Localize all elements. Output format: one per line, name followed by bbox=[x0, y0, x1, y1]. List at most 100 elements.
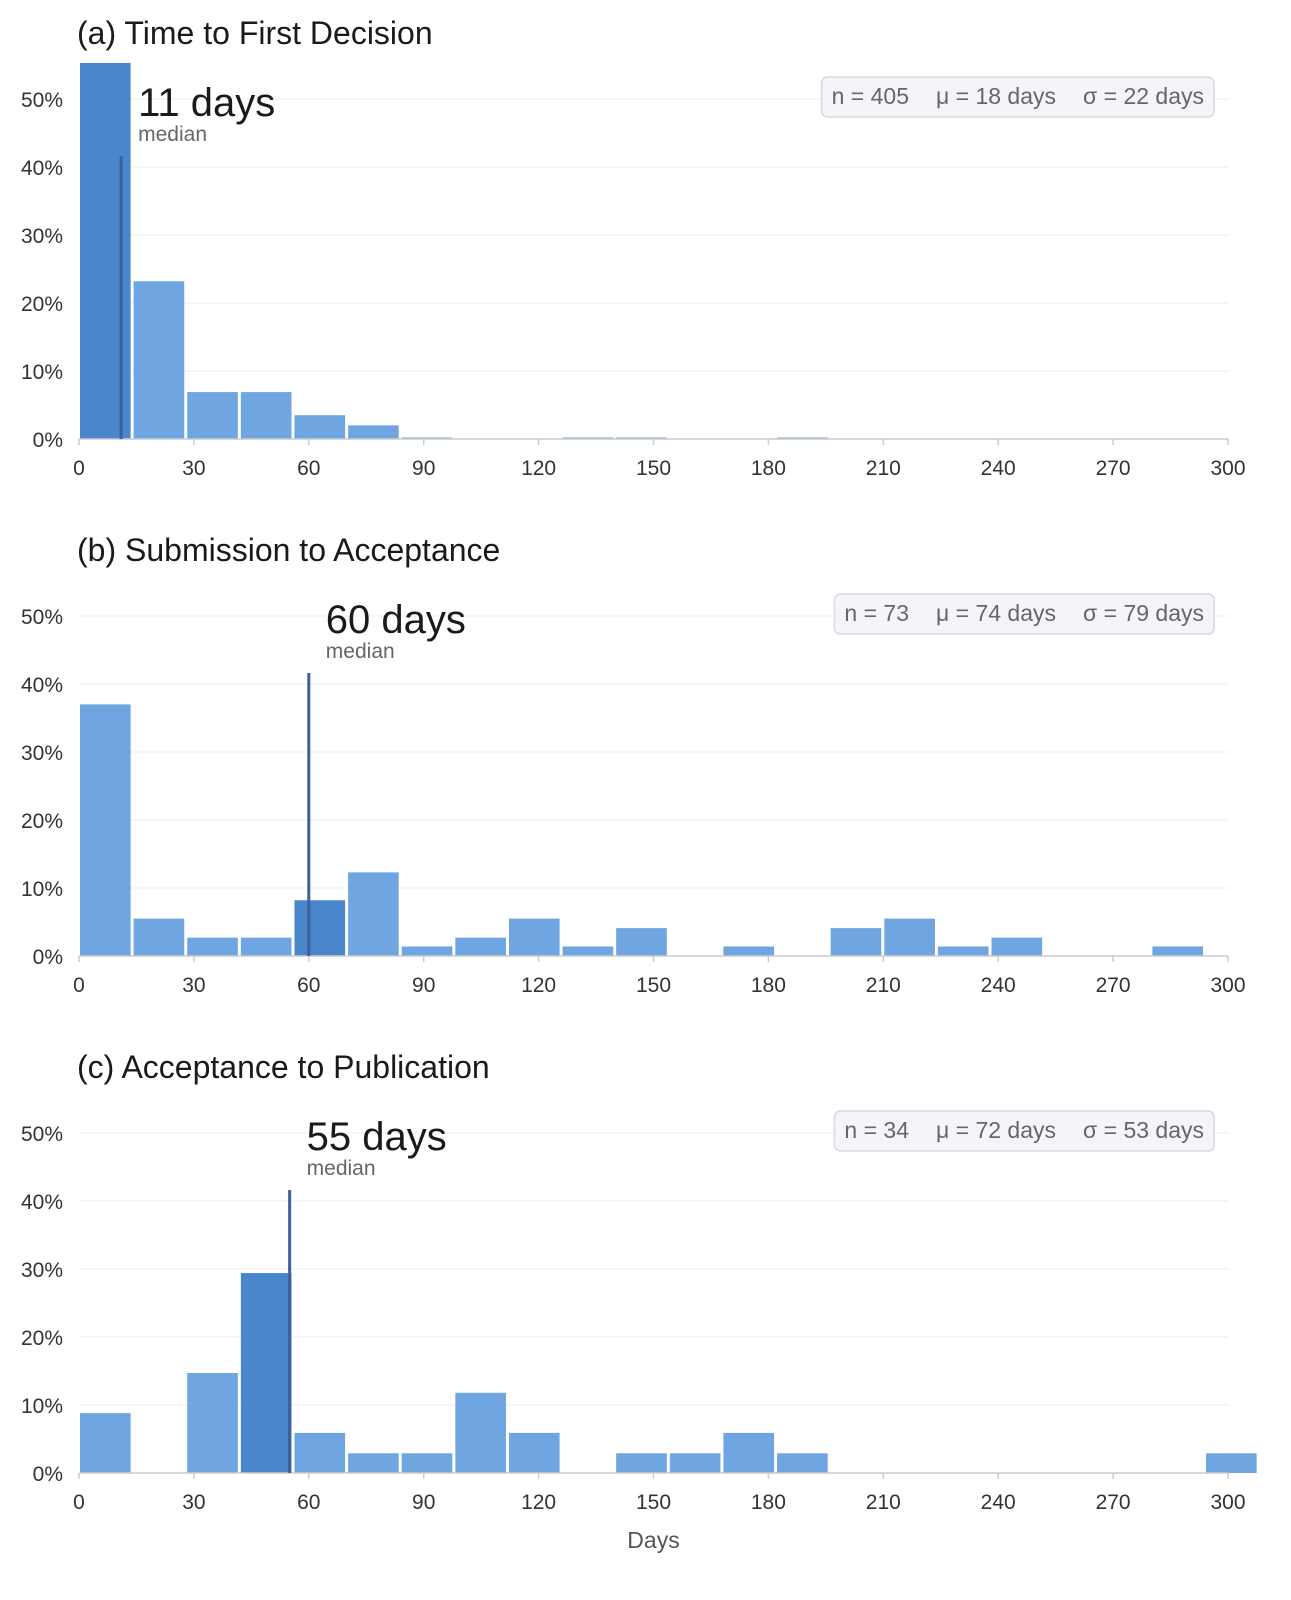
histogram-bar bbox=[80, 62, 131, 440]
stats-box-frame bbox=[833, 593, 1215, 635]
median-value-label: 60 days bbox=[326, 598, 466, 642]
y-tick-label: 20% bbox=[21, 810, 63, 833]
y-tick-label: 40% bbox=[21, 1191, 63, 1214]
stat-sd: σ = 79 days bbox=[1083, 600, 1204, 626]
y-tick-label: 10% bbox=[21, 1395, 63, 1418]
histogram-bar bbox=[294, 1432, 346, 1473]
median-caption: median bbox=[307, 1157, 376, 1180]
panel-title: (b) Submission to Acceptance bbox=[77, 532, 500, 568]
x-tick-label: 60 bbox=[297, 457, 320, 480]
stat-mean: μ = 72 days bbox=[936, 1117, 1056, 1143]
histogram-bar bbox=[937, 946, 989, 956]
histogram-bar bbox=[723, 1432, 775, 1473]
x-tick-label: 0 bbox=[73, 1491, 85, 1514]
stats-box-frame bbox=[820, 76, 1215, 118]
x-tick-label: 150 bbox=[636, 1491, 671, 1514]
x-tick-label: 90 bbox=[412, 457, 435, 480]
x-tick-label: 90 bbox=[412, 974, 435, 997]
stat-n: n = 34 bbox=[844, 1117, 909, 1143]
histogram-bar bbox=[401, 946, 453, 956]
histogram-bar bbox=[187, 392, 238, 439]
stats-box: σ = 53 days μ = 72 days n = 34 bbox=[833, 1110, 1215, 1152]
x-tick-label: 270 bbox=[1096, 974, 1131, 997]
y-tick-label: 30% bbox=[21, 225, 63, 248]
histogram-bar bbox=[240, 392, 292, 439]
x-axis-label: Days bbox=[627, 1527, 679, 1553]
histogram-bar bbox=[133, 918, 185, 956]
panel-b: (b) Submission to Acceptance 0% 10% 20% 30% 4… bbox=[21, 532, 1246, 997]
histogram-bar bbox=[80, 704, 131, 956]
x-tick-label: 270 bbox=[1096, 1491, 1131, 1514]
y-tick-label: 20% bbox=[21, 1327, 63, 1350]
histogram-bar bbox=[455, 1392, 506, 1473]
x-tick-label: 240 bbox=[981, 1491, 1016, 1514]
histogram-bar bbox=[1206, 1453, 1257, 1473]
histogram-bar bbox=[562, 946, 614, 956]
x-tick-label: 270 bbox=[1096, 457, 1131, 480]
x-tick-label: 210 bbox=[866, 974, 901, 997]
y-tick-label: 0% bbox=[33, 946, 63, 969]
histogram-bar bbox=[884, 918, 935, 956]
stat-sd: σ = 53 days bbox=[1083, 1117, 1204, 1143]
histogram-bar bbox=[616, 1453, 667, 1473]
histogram-bar bbox=[777, 1453, 828, 1473]
y-tick-label: 0% bbox=[33, 1463, 63, 1486]
x-tick-label: 150 bbox=[636, 457, 671, 480]
histogram-bar bbox=[348, 872, 399, 956]
histogram-bar bbox=[348, 425, 399, 439]
median-value-label: 11 days bbox=[138, 81, 275, 125]
panel-c: (c) Acceptance to Publication 0% 10% 20% 30%… bbox=[21, 1049, 1257, 1553]
stats-box: σ = 22 days μ = 18 days n = 405 bbox=[820, 76, 1215, 118]
stats-box-frame bbox=[833, 1110, 1215, 1152]
histogram-bar bbox=[294, 900, 346, 956]
x-tick-label: 0 bbox=[73, 457, 85, 480]
x-tick-label: 240 bbox=[981, 974, 1016, 997]
stat-mean: μ = 74 days bbox=[936, 600, 1056, 626]
histogram-bar bbox=[455, 937, 506, 956]
x-tick-label: 210 bbox=[866, 1491, 901, 1514]
x-tick-label: 90 bbox=[412, 1491, 435, 1514]
median-caption: median bbox=[326, 640, 395, 663]
histogram-bar bbox=[830, 928, 882, 956]
x-tick-label: 60 bbox=[297, 1491, 320, 1514]
stat-mean: μ = 18 days bbox=[936, 83, 1056, 109]
histogram-bar bbox=[669, 1453, 721, 1473]
x-tick-label: 300 bbox=[1210, 974, 1245, 997]
stat-sd: σ = 22 days bbox=[1083, 83, 1204, 109]
histogram-bar bbox=[133, 281, 185, 439]
panel-title: (c) Acceptance to Publication bbox=[77, 1049, 490, 1085]
y-tick-label: 50% bbox=[21, 89, 63, 112]
panel-a: (a) Time to First Decision 0% 10% 20% 30% 40%… bbox=[21, 15, 1246, 480]
y-tick-label: 30% bbox=[21, 1259, 63, 1282]
median-value-label: 55 days bbox=[307, 1115, 447, 1159]
histogram-bar bbox=[240, 937, 292, 956]
x-tick-label: 210 bbox=[866, 457, 901, 480]
x-tick-label: 30 bbox=[182, 1491, 205, 1514]
y-tick-label: 30% bbox=[21, 742, 63, 765]
y-tick-label: 20% bbox=[21, 293, 63, 316]
x-tick-label: 120 bbox=[521, 457, 556, 480]
x-tick-label: 120 bbox=[521, 1491, 556, 1514]
x-tick-label: 0 bbox=[73, 974, 85, 997]
histogram-bar bbox=[348, 1453, 399, 1473]
x-tick-label: 300 bbox=[1210, 1491, 1245, 1514]
median-caption: median bbox=[138, 123, 207, 146]
histogram-bar bbox=[508, 1432, 560, 1473]
x-tick-label: 180 bbox=[751, 457, 786, 480]
histogram-bar bbox=[991, 937, 1043, 956]
x-tick-label: 180 bbox=[751, 1491, 786, 1514]
x-tick-label: 180 bbox=[751, 974, 786, 997]
y-tick-label: 40% bbox=[21, 157, 63, 180]
y-tick-label: 10% bbox=[21, 361, 63, 384]
histogram-bar bbox=[508, 918, 560, 956]
histogram-bar bbox=[80, 1413, 131, 1473]
histogram-bar bbox=[1152, 946, 1204, 956]
y-tick-label: 10% bbox=[21, 878, 63, 901]
histogram-bar bbox=[616, 928, 667, 956]
x-tick-label: 300 bbox=[1210, 457, 1245, 480]
stat-n: n = 405 bbox=[832, 83, 909, 109]
histogram-bar bbox=[240, 1273, 292, 1473]
stat-n: n = 73 bbox=[844, 600, 909, 626]
